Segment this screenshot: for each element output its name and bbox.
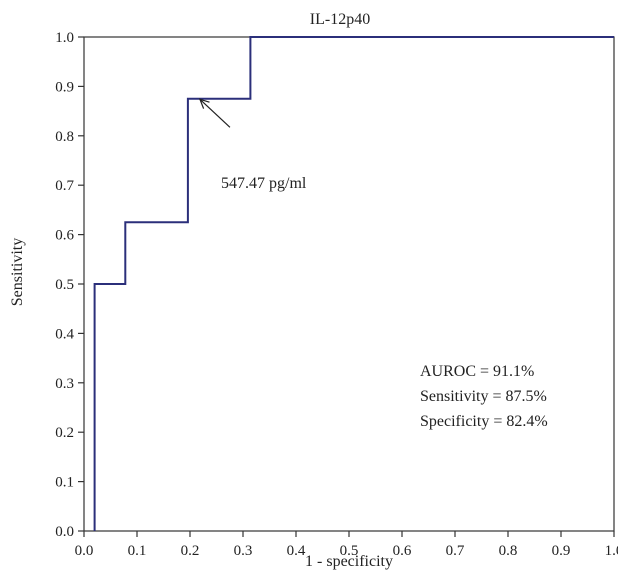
y-tick-label: 0.1 [55, 475, 74, 491]
y-tick-label: 0.0 [55, 524, 74, 540]
cutoff-arrow [199, 98, 231, 128]
y-tick-label: 0.6 [55, 228, 74, 244]
x-tick-label: 1.0 [605, 543, 618, 559]
x-tick-label: 0.0 [75, 543, 94, 559]
chart-title: IL-12p40 [310, 11, 370, 28]
x-tick-label: 0.2 [181, 543, 200, 559]
cutoff-label: 547.47 pg/ml [221, 175, 307, 192]
x-tick-label: 0.3 [234, 543, 253, 559]
y-tick-label: 0.8 [55, 129, 74, 145]
roc-curve-line [93, 36, 614, 531]
y-tick-label: 1.0 [55, 30, 74, 46]
x-tick-label: 0.4 [287, 543, 306, 559]
x-tick-label: 0.5 [340, 543, 359, 559]
x-tick-label: 0.7 [446, 543, 465, 559]
sensitivity-stat: Sensitivity = 87.5% [420, 388, 547, 405]
x-axis-title: 1 - specificity [305, 553, 393, 570]
y-axis-title: Sensitivity [9, 238, 26, 306]
x-axis-ticks: 0.0 0.1 0.2 0.3 0.4 0.5 0.6 0.7 0.8 0.9 1.0 [75, 531, 618, 559]
plot-frame [83, 36, 615, 532]
y-tick-label: 0.9 [55, 79, 74, 95]
cutoff-arrow-head [198, 98, 210, 109]
y-tick-label: 0.2 [55, 425, 74, 441]
x-tick-label: 0.8 [499, 543, 518, 559]
x-tick-label: 0.1 [128, 543, 147, 559]
y-axis-ticks: 0.0 0.1 0.2 0.3 0.4 0.5 0.6 0.7 0.8 0.9 1.0 [55, 30, 84, 540]
y-tick-label: 0.7 [55, 178, 74, 194]
auroc-stat: AUROC = 91.1% [420, 363, 534, 380]
x-tick-label: 0.6 [393, 543, 412, 559]
y-tick-label: 0.3 [55, 376, 74, 392]
specificity-stat: Specificity = 82.4% [420, 413, 548, 430]
y-tick-label: 0.5 [55, 277, 74, 293]
y-tick-label: 0.4 [55, 326, 74, 342]
x-tick-label: 0.9 [552, 543, 571, 559]
